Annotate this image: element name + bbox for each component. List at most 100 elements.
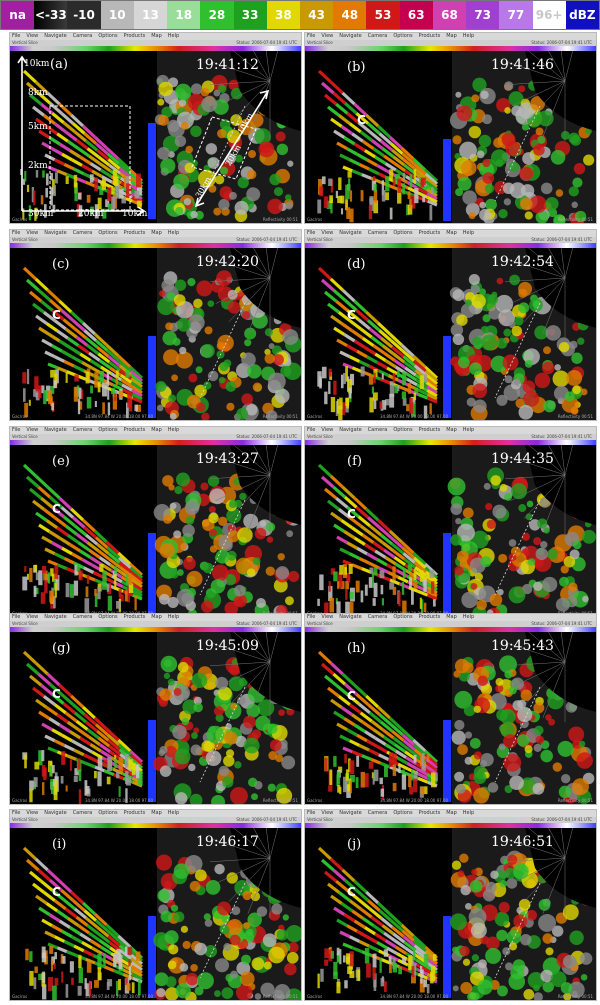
beam-segment <box>357 318 371 331</box>
echo-column <box>22 372 27 384</box>
menu-item[interactable]: Camera <box>367 614 388 620</box>
menu-item[interactable]: Products <box>418 614 441 620</box>
menu-item[interactable]: Options <box>98 614 118 620</box>
menu-item[interactable]: File <box>12 427 21 433</box>
menu-item[interactable]: Navigate <box>339 230 362 236</box>
menu-item[interactable]: Navigate <box>44 810 67 816</box>
menu-item[interactable]: Options <box>393 614 413 620</box>
echo-column <box>397 188 402 204</box>
beam-segment <box>374 736 387 746</box>
radar-view[interactable] <box>10 51 301 223</box>
menu-item[interactable]: File <box>12 810 21 816</box>
menu-item[interactable]: Camera <box>72 614 93 620</box>
echo-column <box>368 761 374 769</box>
menu-item[interactable]: Map <box>446 614 457 620</box>
menu-item[interactable]: File <box>307 427 316 433</box>
menu-item[interactable]: Products <box>418 230 441 236</box>
menu-item[interactable]: Help <box>167 427 180 433</box>
menu-item[interactable]: Camera <box>72 230 93 236</box>
menu-item[interactable]: Products <box>123 614 146 620</box>
menu-item[interactable]: Products <box>123 33 146 39</box>
menu-item[interactable]: Options <box>393 810 413 816</box>
menu-item[interactable]: Map <box>151 230 162 236</box>
menu-item[interactable]: Map <box>151 810 162 816</box>
menu-item[interactable]: Navigate <box>339 614 362 620</box>
menu-item[interactable]: Products <box>123 427 146 433</box>
radar-view[interactable] <box>10 828 301 1000</box>
menu-item[interactable]: Help <box>462 614 475 620</box>
menu-item[interactable]: Options <box>98 33 118 39</box>
menu-item[interactable]: File <box>307 614 316 620</box>
menu-item[interactable]: File <box>307 810 316 816</box>
menu-item[interactable]: Camera <box>72 810 93 816</box>
menu-item[interactable]: Products <box>418 810 441 816</box>
menu-item[interactable]: Products <box>418 427 441 433</box>
menu-item[interactable]: View <box>321 33 334 39</box>
menu-item[interactable]: Help <box>167 33 180 39</box>
menu-item[interactable]: Options <box>393 230 413 236</box>
menu-item[interactable]: Navigate <box>339 33 362 39</box>
menu-item[interactable]: File <box>307 230 316 236</box>
menu-item[interactable]: Navigate <box>44 427 67 433</box>
menu-item[interactable]: Navigate <box>339 810 362 816</box>
radar-view[interactable] <box>305 632 596 804</box>
menu-item[interactable]: Navigate <box>44 33 67 39</box>
radar-view[interactable] <box>305 445 596 617</box>
menu-item[interactable]: Navigate <box>44 230 67 236</box>
menu-item[interactable]: File <box>12 614 21 620</box>
menu-item[interactable]: Camera <box>367 230 388 236</box>
menu-item[interactable]: Camera <box>367 810 388 816</box>
echo-column <box>345 580 350 590</box>
reflectivity-cell <box>217 334 234 352</box>
menu-item[interactable]: Options <box>98 810 118 816</box>
radar-view[interactable] <box>10 632 301 804</box>
menu-item[interactable]: View <box>321 810 334 816</box>
menu-item[interactable]: View <box>321 427 334 433</box>
menu-item[interactable]: Help <box>462 427 475 433</box>
menu-item[interactable]: Options <box>98 230 118 236</box>
menu-item[interactable]: View <box>26 33 39 39</box>
menu-item[interactable]: Help <box>462 230 475 236</box>
menu-item[interactable]: View <box>26 614 39 620</box>
menu-item[interactable]: Navigate <box>339 427 362 433</box>
radar-view[interactable] <box>305 828 596 1000</box>
menu-item[interactable]: Options <box>98 427 118 433</box>
menu-item[interactable]: Map <box>446 427 457 433</box>
menu-item[interactable]: Products <box>418 33 441 39</box>
menu-item[interactable]: Map <box>151 614 162 620</box>
menu-item[interactable]: Navigate <box>44 614 67 620</box>
menu-item[interactable]: View <box>26 810 39 816</box>
reflectivity-cell <box>519 777 537 794</box>
menu-item[interactable]: Options <box>393 33 413 39</box>
menu-item[interactable]: Camera <box>72 427 93 433</box>
menu-item[interactable]: File <box>12 33 21 39</box>
menu-item[interactable]: Help <box>462 810 475 816</box>
menu-item[interactable]: Map <box>151 33 162 39</box>
beam-segment <box>42 891 56 902</box>
radar-view[interactable] <box>10 445 301 617</box>
menu-item[interactable]: Help <box>167 230 180 236</box>
menu-item[interactable]: Map <box>446 230 457 236</box>
menu-item[interactable]: Camera <box>72 33 93 39</box>
menu-item[interactable]: Map <box>151 427 162 433</box>
menu-item[interactable]: Camera <box>367 427 388 433</box>
menu-item[interactable]: Products <box>123 230 146 236</box>
menu-item[interactable]: View <box>26 230 39 236</box>
menu-item[interactable]: Help <box>462 33 475 39</box>
menu-item[interactable]: Camera <box>367 33 388 39</box>
radar-view[interactable] <box>10 248 301 420</box>
beam-segment <box>83 909 98 922</box>
menu-item[interactable]: View <box>26 427 39 433</box>
radar-view[interactable] <box>305 51 596 223</box>
radar-view[interactable] <box>305 248 596 420</box>
menu-item[interactable]: Map <box>446 810 457 816</box>
menu-item[interactable]: View <box>321 614 334 620</box>
menu-item[interactable]: Map <box>446 33 457 39</box>
menu-item[interactable]: File <box>307 33 316 39</box>
menu-item[interactable]: File <box>12 230 21 236</box>
menu-item[interactable]: Help <box>167 810 180 816</box>
menu-item[interactable]: Options <box>393 427 413 433</box>
menu-item[interactable]: View <box>321 230 334 236</box>
menu-item[interactable]: Products <box>123 810 146 816</box>
menu-item[interactable]: Help <box>167 614 180 620</box>
